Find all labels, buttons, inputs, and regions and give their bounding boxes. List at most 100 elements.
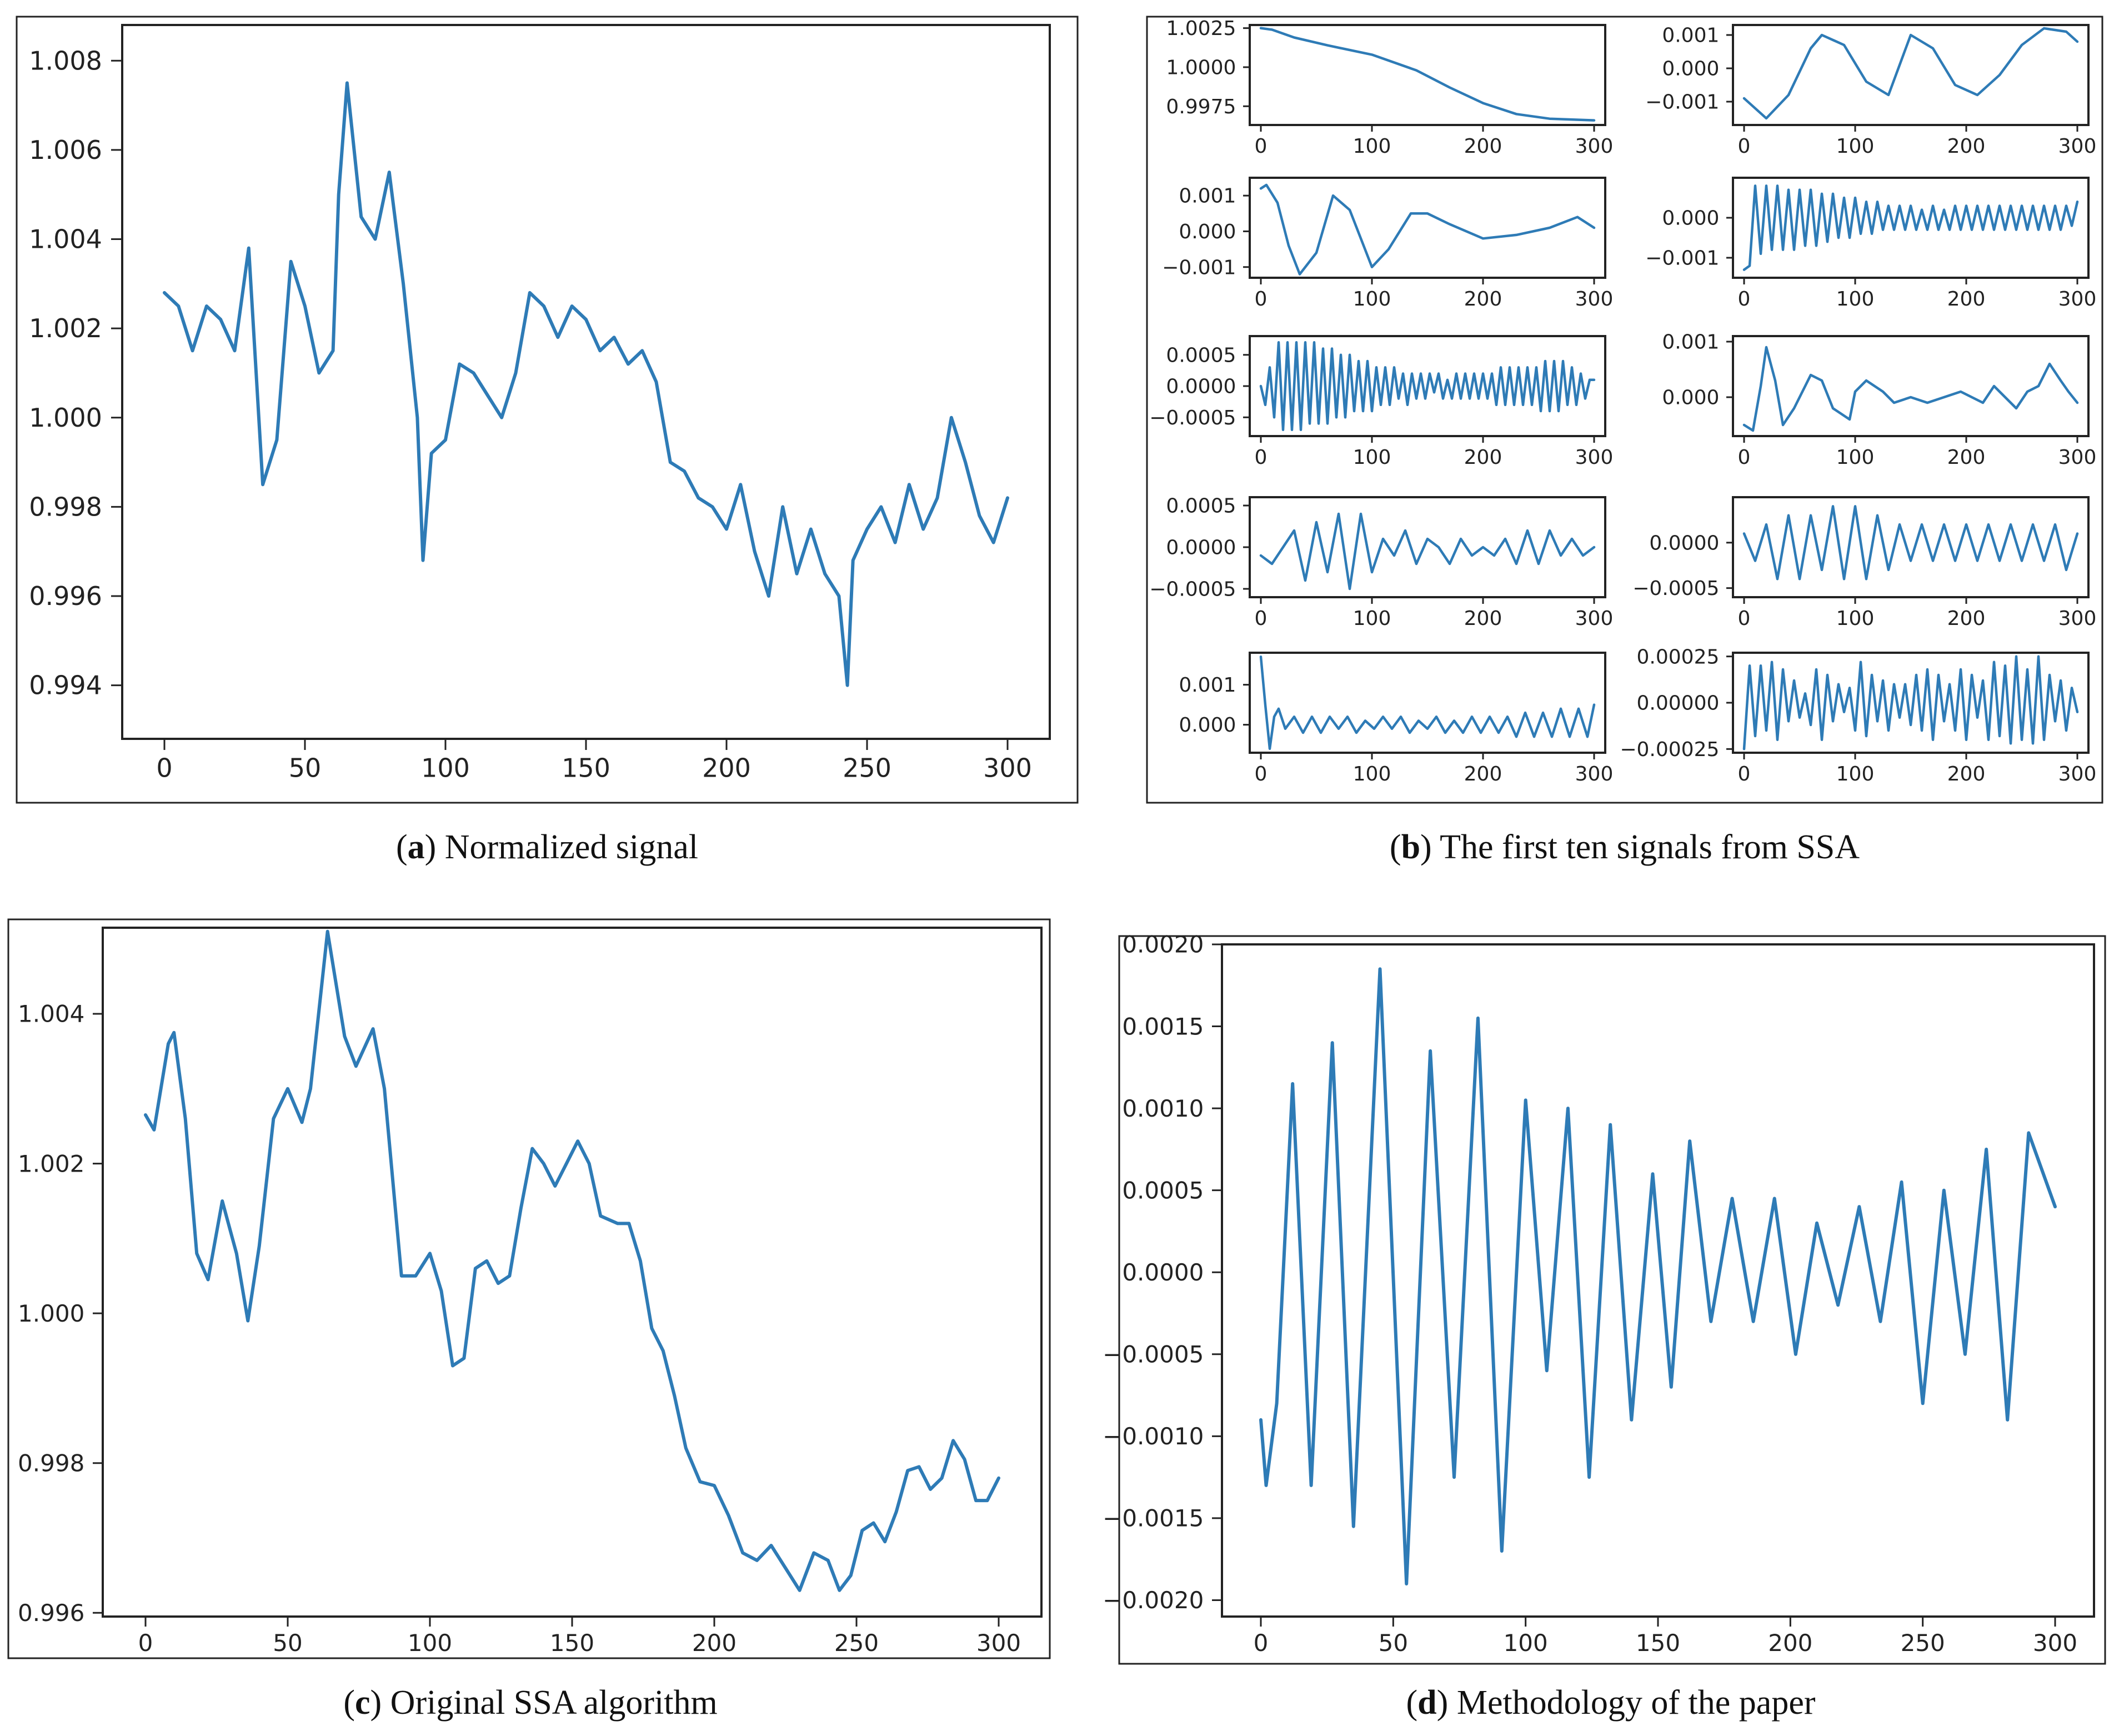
b3-series-line (1259, 183, 1596, 276)
c-xtick-label: 300 (976, 1629, 1021, 1657)
b9-xtick-label: 100 (1353, 763, 1391, 786)
c-ytick-label: 1.004 (18, 1000, 84, 1028)
subplot-3: 0 100 200 300 −0.001 0.000 0.001 (1162, 177, 1614, 311)
c-ytick-label: 1.002 (18, 1150, 84, 1177)
b3-ytick-label: 0.001 (1179, 185, 1236, 208)
b4-xtick-label: 100 (1836, 288, 1875, 311)
b4-ytick-label: 0.000 (1662, 207, 1719, 230)
b2-ytick-label: 0.000 (1662, 58, 1719, 81)
subplot-9: 0 100 200 300 0.000 0.001 (1179, 652, 1614, 786)
chart-original-ssa: 0 50 100 150 200 250 300 0.996 0.998 1.000 1.002 1.… (18, 927, 1043, 1657)
b3-xtick-label: 300 (1575, 288, 1614, 311)
b1-xtick-label: 100 (1353, 135, 1391, 158)
subplot-4: 0 100 200 300 −0.001 0.000 (1645, 177, 2097, 311)
b7-xtick-label: 0 (1255, 607, 1268, 630)
b1-series-line (1259, 27, 1596, 122)
b9-ytick-label: 0.000 (1179, 714, 1236, 737)
a-xtick-label: 100 (421, 753, 470, 783)
b2-ytick-label: −0.001 (1645, 91, 1719, 114)
caption-a-text: Normalized signal (445, 828, 698, 866)
b2-xtick-label: 100 (1836, 135, 1875, 158)
d-ytick-label: 0.0000 (1122, 1259, 1204, 1286)
d-ytick-label: 0.0010 (1122, 1095, 1204, 1122)
panel-a-frame (16, 16, 1079, 804)
b3-xtick-label: 100 (1353, 288, 1391, 311)
a-ytick-label: 1.008 (29, 46, 102, 76)
b10-xtick-label: 200 (1947, 763, 1986, 786)
caption-a: (a) Normalized signal (396, 828, 698, 866)
subplot-5: 0 100 200 300 −0.0005 0.0000 0.0005 (1149, 335, 1613, 469)
b6-ytick-label: 0.000 (1662, 387, 1719, 409)
a-ytick-label: 0.994 (29, 671, 102, 701)
b1-axes-box (1249, 24, 1606, 126)
b10-ytick-label: −0.00025 (1620, 738, 1719, 761)
b8-xtick-label: 100 (1836, 607, 1875, 630)
c-ytick-label: 0.998 (18, 1449, 84, 1477)
caption-b-text: The first ten signals from SSA (1440, 828, 1860, 866)
b4-xtick-label: 200 (1947, 288, 1986, 311)
b7-xtick-label: 100 (1353, 607, 1391, 630)
caption-d-text: Methodology of the paper (1457, 1684, 1816, 1722)
a-ytick-label: 1.002 (29, 313, 102, 343)
b5-xtick-label: 100 (1353, 446, 1391, 469)
b1-ytick-label: 1.0000 (1166, 57, 1236, 79)
b10-ytick-label: 0.00025 (1637, 646, 1720, 668)
caption-b: (b) The first ten signals from SSA (1390, 828, 1860, 866)
b7-series-line (1259, 512, 1596, 591)
b1-ytick-label: 0.9975 (1166, 96, 1236, 118)
d-xtick-label: 300 (2033, 1629, 2077, 1657)
b3-ytick-label: −0.001 (1162, 256, 1236, 279)
a-xtick-label: 250 (843, 753, 891, 783)
b10-series-line (1742, 655, 2079, 751)
b4-series-line (1742, 184, 2079, 271)
b9-ytick-label: 0.001 (1179, 674, 1236, 697)
b10-xtick-label: 100 (1836, 763, 1875, 786)
b5-xtick-label: 0 (1255, 446, 1268, 469)
d-xtick-label: 200 (1768, 1629, 1812, 1657)
b5-ytick-label: 0.0005 (1166, 344, 1236, 367)
d-ytick-label: −0.0005 (1103, 1341, 1204, 1368)
c-xtick-label: 0 (138, 1629, 153, 1657)
b10-ytick-label: 0.00000 (1637, 692, 1720, 715)
c-xtick-label: 200 (692, 1629, 737, 1657)
b7-xtick-label: 300 (1575, 607, 1614, 630)
b5-series-line (1259, 341, 1596, 432)
b6-xtick-label: 200 (1947, 446, 1986, 469)
b2-axes-box (1732, 24, 2090, 126)
b9-xtick-label: 0 (1255, 763, 1268, 786)
subplot-8: 0 100 200 300 −0.0005 0.0000 (1632, 496, 2097, 630)
b8-xtick-label: 300 (2058, 607, 2097, 630)
b8-ytick-label: −0.0005 (1632, 577, 1719, 600)
b6-axes-box (1732, 335, 2090, 437)
subplot-1: 0 100 200 300 0.9975 1.0000 1.0025 (1166, 17, 1613, 158)
a-xtick-label: 300 (983, 753, 1032, 783)
caption-a-letter: a (408, 828, 425, 866)
b3-axes-box (1249, 177, 1606, 279)
caption-b-letter: b (1401, 828, 1420, 866)
b7-ytick-label: 0.0000 (1166, 537, 1236, 559)
d-xtick-label: 50 (1379, 1629, 1408, 1657)
b2-ytick-label: 0.001 (1662, 24, 1719, 47)
chart-ssa-components: 0 100 200 300 0.9975 1.0000 1.0025 0 100 200 300 −0… (1149, 17, 2096, 786)
c-ytick-label: 1.000 (18, 1300, 84, 1327)
b3-xtick-label: 0 (1255, 288, 1268, 311)
caption-c-text: Original SSA algorithm (390, 1684, 718, 1722)
b4-xtick-label: 300 (2058, 288, 2097, 311)
d-series-line (1259, 967, 2057, 1585)
panel-b-frame (1146, 16, 2103, 804)
a-xtick-label: 50 (289, 753, 322, 783)
d-xtick-label: 250 (1901, 1629, 1945, 1657)
b1-xtick-label: 200 (1464, 135, 1502, 158)
b8-ytick-label: 0.0000 (1649, 532, 1719, 554)
caption-c: (c) Original SSA algorithm (343, 1684, 717, 1722)
a-series-line (163, 81, 1009, 687)
c-xtick-label: 150 (550, 1629, 594, 1657)
d-ytick-label: −0.0010 (1103, 1423, 1204, 1450)
subplot-2: 0 100 200 300 −0.001 0.000 0.001 (1645, 24, 2096, 158)
b7-ytick-label: −0.0005 (1149, 578, 1236, 601)
d-xtick-label: 100 (1504, 1629, 1548, 1657)
c-xtick-label: 50 (273, 1629, 302, 1657)
b2-xtick-label: 0 (1738, 135, 1751, 158)
a-ytick-label: 0.996 (29, 581, 102, 611)
b9-xtick-label: 300 (1575, 763, 1614, 786)
